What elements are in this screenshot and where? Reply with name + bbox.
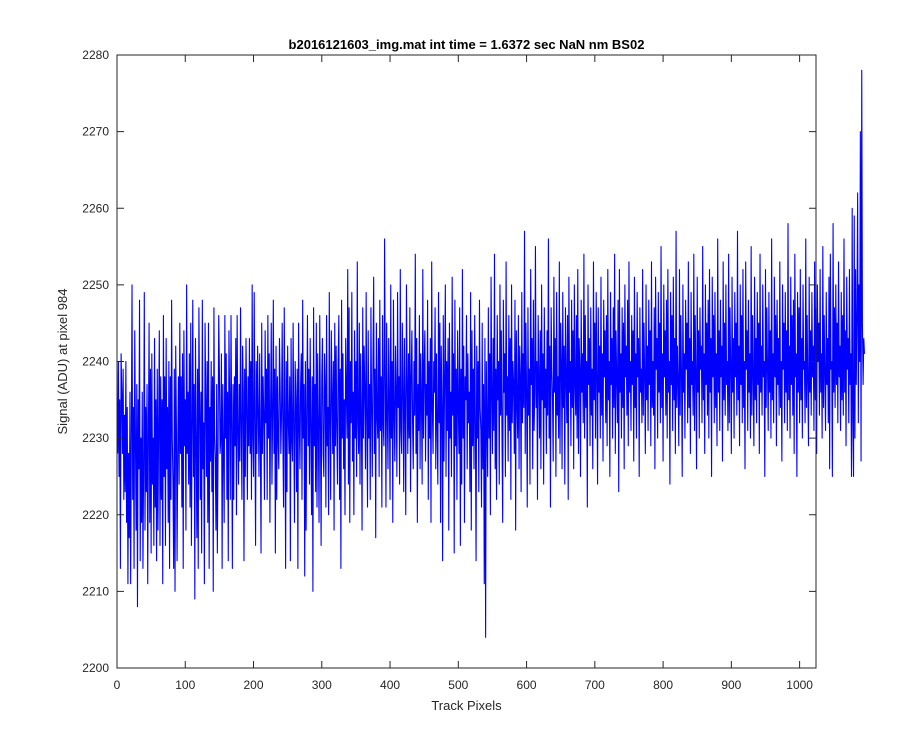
y-tick-label: 2280 (82, 48, 109, 62)
x-tick-label: 600 (517, 678, 537, 692)
x-tick-label: 300 (312, 678, 332, 692)
x-axis-label: Track Pixels (431, 698, 502, 713)
y-axis-ticks: 2200 2210 2220 2230 2240 2250 2260 2270 2280 (82, 48, 816, 675)
x-tick-label: 100 (175, 678, 195, 692)
y-tick-label: 2260 (82, 201, 109, 215)
y-tick-label: 2230 (82, 431, 109, 445)
x-tick-label: 400 (380, 678, 400, 692)
x-tick-label: 200 (244, 678, 264, 692)
y-tick-label: 2240 (82, 355, 109, 369)
x-tick-label: 800 (653, 678, 673, 692)
x-tick-label: 1000 (786, 678, 813, 692)
x-axis-ticks: 0 100 200 300 400 500 600 700 800 900 1000 (114, 55, 813, 692)
x-tick-label: 500 (448, 678, 468, 692)
series-layer (117, 69, 866, 638)
series-line-0 (117, 69, 866, 638)
y-tick-label: 2270 (82, 125, 109, 139)
x-tick-label: 0 (114, 678, 121, 692)
y-tick-label: 2220 (82, 508, 109, 522)
y-tick-label: 2200 (82, 661, 109, 675)
chart-title: b2016121603_img.mat int time = 1.6372 se… (289, 37, 645, 52)
y-tick-label: 2250 (82, 278, 109, 292)
x-tick-label: 700 (585, 678, 605, 692)
y-tick-label: 2210 (82, 584, 109, 598)
y-axis-label: Signal (ADU) at pixel 984 (55, 289, 70, 435)
x-tick-label: 900 (721, 678, 741, 692)
